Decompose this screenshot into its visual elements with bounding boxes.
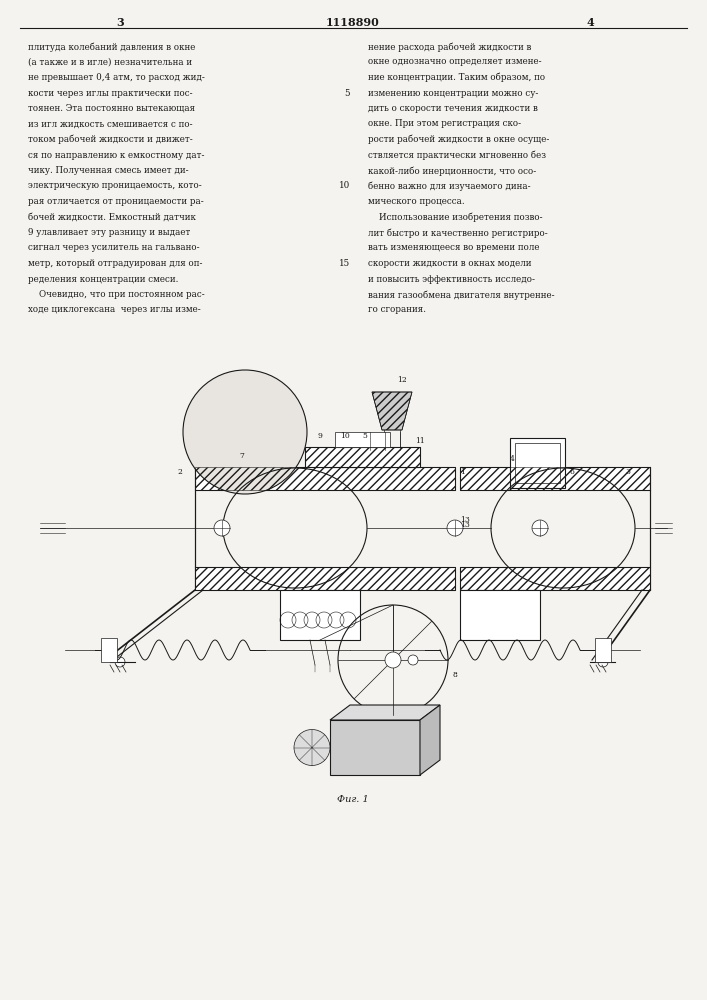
Bar [460, 467, 650, 490]
Text: 13: 13 [460, 516, 470, 524]
Text: ся по направлению к емкостному дат-: ся по направлению к емкостному дат- [28, 150, 204, 159]
Text: из игл жидкость смешивается с по-: из игл жидкость смешивается с по- [28, 119, 192, 128]
Text: Очевидно, что при постоянном рас-: Очевидно, что при постоянном рас- [28, 290, 205, 299]
Bar [280, 590, 360, 640]
Circle shape [115, 657, 125, 667]
Bar [595, 638, 611, 662]
Text: 4: 4 [510, 455, 515, 463]
Circle shape [183, 370, 307, 494]
Text: вания газообмена двигателя внутренне-: вания газообмена двигателя внутренне- [368, 290, 554, 300]
Text: 1118890: 1118890 [326, 16, 380, 27]
Bar [330, 720, 420, 775]
Text: 4: 4 [586, 16, 594, 27]
Text: 5: 5 [363, 432, 368, 440]
Text: бочей жидкости. Емкостный датчик: бочей жидкости. Емкостный датчик [28, 213, 196, 222]
Text: 10: 10 [339, 182, 350, 190]
Text: дить о скорости течения жидкости в: дить о скорости течения жидкости в [368, 104, 538, 113]
Polygon shape [372, 392, 412, 430]
Text: рая отличается от проницаемости ра-: рая отличается от проницаемости ра- [28, 197, 204, 206]
Bar [335, 432, 390, 447]
Text: 10: 10 [340, 432, 350, 440]
Text: 7: 7 [240, 452, 245, 460]
Text: окне. При этом регистрация ско-: окне. При этом регистрация ско- [368, 119, 521, 128]
Bar [305, 447, 420, 467]
Text: сигнал через усилитель на гальвано-: сигнал через усилитель на гальвано- [28, 243, 199, 252]
Bar [195, 467, 455, 490]
Text: вать изменяющееся во времени поле: вать изменяющееся во времени поле [368, 243, 539, 252]
Text: мического процесса.: мического процесса. [368, 197, 464, 206]
Circle shape [214, 520, 230, 536]
Text: 13: 13 [460, 521, 470, 529]
Text: тоянен. Эта постоянно вытекающая: тоянен. Эта постоянно вытекающая [28, 104, 195, 113]
Text: 3: 3 [116, 16, 124, 27]
Bar [101, 638, 117, 662]
Text: лит быстро и качественно регистриро-: лит быстро и качественно регистриро- [368, 228, 548, 237]
Bar [195, 567, 455, 590]
Bar [460, 467, 650, 490]
Text: и повысить эффективность исследо-: и повысить эффективность исследо- [368, 274, 535, 284]
Text: окне однозначно определяет измене-: окне однозначно определяет измене- [368, 57, 542, 66]
Text: го сгорания.: го сгорания. [368, 306, 426, 314]
FancyBboxPatch shape [510, 438, 565, 488]
Polygon shape [330, 705, 440, 720]
Bar [460, 567, 650, 590]
Text: плитуда колебаний давления в окне: плитуда колебаний давления в окне [28, 42, 195, 51]
Polygon shape [420, 705, 440, 775]
Text: 9 улавливает эту разницу и выдает: 9 улавливает эту разницу и выдает [28, 228, 190, 237]
Circle shape [294, 730, 330, 766]
Text: Фиг. 1: Фиг. 1 [337, 796, 369, 804]
Text: нение расхода рабочей жидкости в: нение расхода рабочей жидкости в [368, 42, 532, 51]
Circle shape [598, 657, 608, 667]
Text: 1: 1 [460, 468, 465, 476]
Text: рости рабочей жидкости в окне осуще-: рости рабочей жидкости в окне осуще- [368, 135, 549, 144]
Bar [515, 443, 560, 483]
Text: электрическую проницаемость, кото-: электрическую проницаемость, кото- [28, 182, 201, 190]
Text: скорости жидкости в окнах модели: скорости жидкости в окнах модели [368, 259, 532, 268]
Circle shape [385, 652, 401, 668]
Text: током рабочей жидкости и движет-: током рабочей жидкости и движет- [28, 135, 193, 144]
Circle shape [447, 520, 463, 536]
Text: 5: 5 [344, 89, 350, 98]
Text: 2: 2 [177, 468, 182, 476]
Bar [195, 467, 455, 490]
Text: 8: 8 [453, 671, 458, 679]
Text: ходе циклогексана  через иглы изме-: ходе циклогексана через иглы изме- [28, 306, 201, 314]
Text: не превышает 0,4 атм, то расход жид-: не превышает 0,4 атм, то расход жид- [28, 73, 205, 82]
Text: 3: 3 [625, 468, 630, 476]
Text: ределения концентрации смеси.: ределения концентрации смеси. [28, 274, 178, 284]
Circle shape [408, 655, 418, 665]
Bar [305, 447, 420, 467]
Text: чику. Полученная смесь имеет ди-: чику. Полученная смесь имеет ди- [28, 166, 189, 175]
Text: бенно важно для изучаемого дина-: бенно важно для изучаемого дина- [368, 182, 531, 191]
Text: какой-либо инерционности, что осо-: какой-либо инерционности, что осо- [368, 166, 536, 176]
Text: 15: 15 [339, 259, 350, 268]
Text: изменению концентрации можно су-: изменению концентрации можно су- [368, 89, 538, 98]
Text: кости через иглы практически пос-: кости через иглы практически пос- [28, 89, 192, 98]
Text: Использование изобретения позво-: Использование изобретения позво- [368, 213, 543, 222]
Text: ние концентрации. Таким образом, по: ние концентрации. Таким образом, по [368, 73, 545, 83]
Bar [460, 590, 540, 640]
Text: 11: 11 [415, 437, 425, 445]
Text: (а также и в игле) незначительна и: (а также и в игле) незначительна и [28, 57, 192, 66]
Bar [460, 567, 650, 590]
Text: метр, который отградуирован для оп-: метр, который отградуирован для оп- [28, 259, 202, 268]
Text: 12: 12 [397, 376, 407, 384]
Text: ствляется практически мгновенно без: ствляется практически мгновенно без [368, 150, 546, 160]
Text: 9: 9 [317, 432, 322, 440]
Text: 6: 6 [570, 468, 575, 476]
Bar [195, 567, 455, 590]
Circle shape [532, 520, 548, 536]
